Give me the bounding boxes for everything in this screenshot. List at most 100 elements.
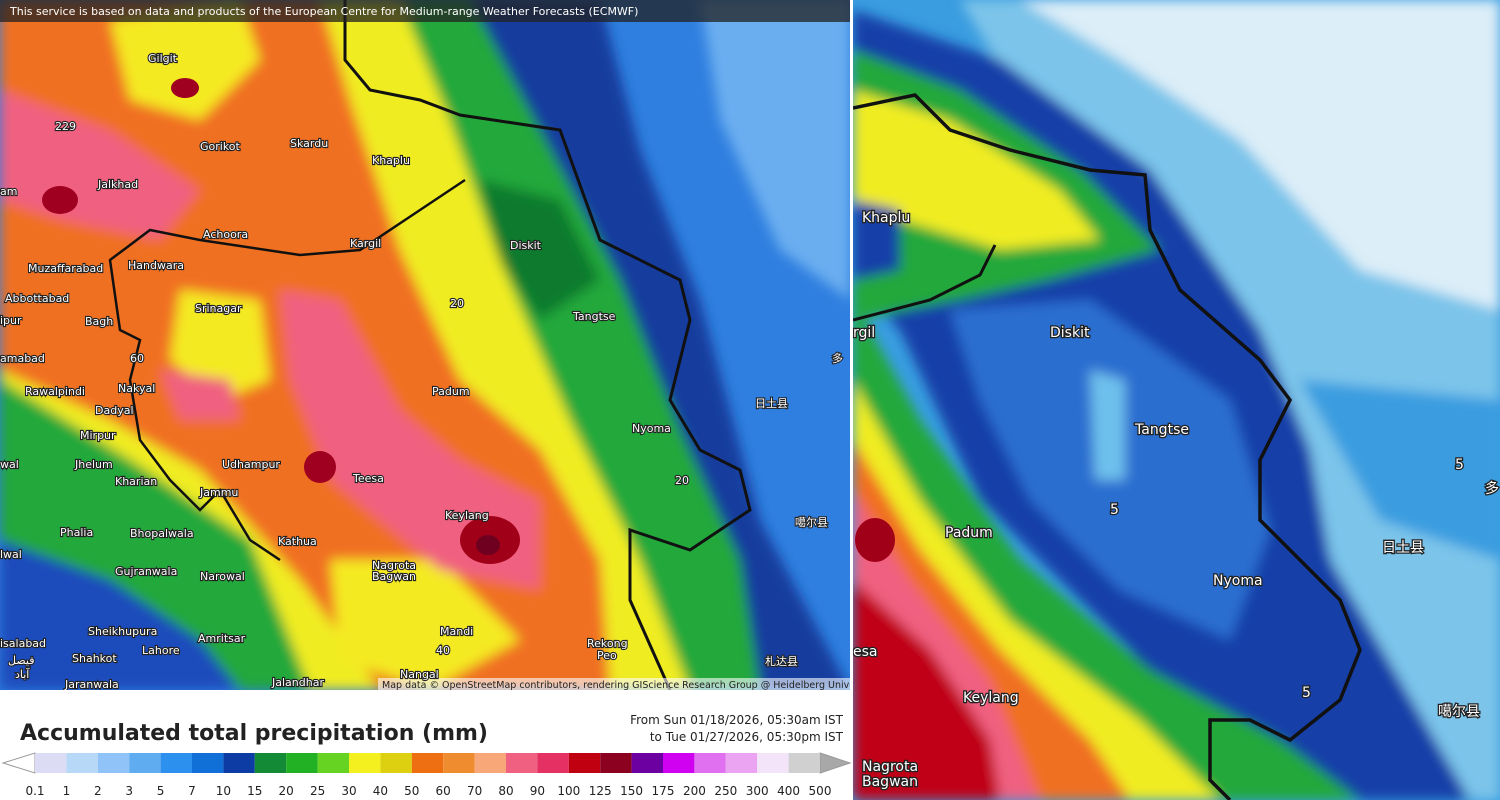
color-box [474,753,506,773]
place-label: Nagrota [862,759,918,775]
place-label: Bagwan [372,570,416,583]
legend-tick-label: 30 [341,784,356,798]
legend-tick-label: 10 [216,784,231,798]
color-box [600,753,632,773]
legend-tick-label: 2 [94,784,102,798]
place-label: Narowal [200,570,245,583]
legend-tick-label: 50 [404,784,419,798]
legend-tick-label: 125 [589,784,612,798]
right-map: Khaplu rgil Diskit Tangtse 5 多 5 Padum 日土县 Nyoma 5… [853,0,1500,800]
left-labels: Gilgit 229 Gorikot Skardu Khaplu Jalkhad am Ach… [0,51,844,690]
place-label: Tangtse [1134,422,1189,438]
color-box [192,753,224,773]
color-box [631,753,663,773]
color-box [129,753,161,773]
place-label: Jalandhar [271,676,324,689]
left-map: This service is based on data and produc… [0,0,876,691]
place-label: Khaplu [862,210,910,226]
color-box [380,753,412,773]
place-label: Keylang [445,509,489,522]
place-label: Kharian [115,475,157,488]
place-label: Bagh [85,315,113,328]
legend-tick-label: 25 [310,784,325,798]
place-label: 20 [675,474,689,487]
place-label: Rekong [587,637,628,650]
place-label: Tangtse [572,310,616,323]
color-box [568,753,601,773]
place-label: Jalkhad [97,178,138,191]
place-label: wal [0,458,19,471]
place-label: آباد [15,667,30,681]
place-label: Gilgit [148,52,178,65]
color-box [254,753,287,773]
color-box [506,753,538,773]
legend-tick-label: 7 [188,784,196,798]
period-start: From Sun 01/18/2026, 05:30am IST [630,713,844,727]
legend-tick-label: 15 [247,784,262,798]
color-box [725,753,758,773]
place-label: Jhelum [74,458,113,471]
period-end: to Tue 01/27/2026, 05:30pm IST [650,730,844,744]
color-box [223,753,255,773]
place-label: Gorikot [200,140,241,153]
place-label: Sheikhupura [88,625,157,638]
place-label: 多 [1485,480,1499,497]
place-label: amabad [0,352,45,365]
place-label: esa [853,644,878,660]
place-label: Nagrota [372,559,416,572]
place-label: Mirpur [80,429,116,442]
color-box [443,753,475,773]
place-label: Srinagar [195,302,242,315]
place-label: Skardu [290,137,328,150]
color-box [537,753,569,773]
place-label: 20 [450,297,464,310]
legend-tick-label: 150 [620,784,643,798]
place-label: Shahkot [72,652,117,665]
legend-tick-label: 60 [436,784,451,798]
color-box [35,753,67,773]
legend-tick-label: 400 [777,784,800,798]
attribution: Map data © OpenStreetMap contributors, r… [382,680,876,691]
notice: This service is based on data and produc… [9,5,638,18]
place-label: Dadyal [95,404,134,417]
place-label: Khaplu [372,154,410,167]
place-label: 60 [130,352,144,365]
color-box [663,753,695,773]
place-label: 5 [1302,685,1311,701]
legend-tick-label: 3 [125,784,133,798]
color-box [160,753,192,773]
legend-tick-label: 5 [157,784,165,798]
legend-tick-label: 20 [279,784,294,798]
right-labels: Khaplu rgil Diskit Tangtse 5 多 5 Padum 日土县 Nyoma 5… [853,209,1500,792]
place-label: Udhampur [222,458,280,471]
place-label: 229 [55,120,76,133]
place-label: Lahore [142,644,180,657]
place-label: Gujranwala [115,565,177,578]
place-label: 札达县 [765,655,798,668]
place-label: Handwara [128,259,184,272]
legend-tick-label: 250 [714,784,737,798]
color-box [317,753,349,773]
place-label: 5 [1455,457,1464,473]
place-label: Padum [945,525,993,541]
color-box [757,753,789,773]
color-box [66,753,98,773]
place-label: lwal [0,548,22,561]
color-box [411,753,444,773]
color-box [694,753,726,773]
place-label: Phalia [60,526,93,539]
place-label: Achoora [203,228,248,241]
place-label: Amritsar [198,632,246,645]
place-label: 日土县 [755,397,788,410]
place-label: ipur [0,314,22,327]
place-label: 噶尔县 [795,516,828,529]
place-label: am [0,185,17,198]
place-label: Bhopalwala [130,527,194,540]
place-label: 5 [1110,502,1119,518]
color-box [788,753,820,773]
place-label: Muzaffarabad [28,262,103,275]
legend-tick-label: 200 [683,784,706,798]
place-label: rgil [853,325,875,341]
